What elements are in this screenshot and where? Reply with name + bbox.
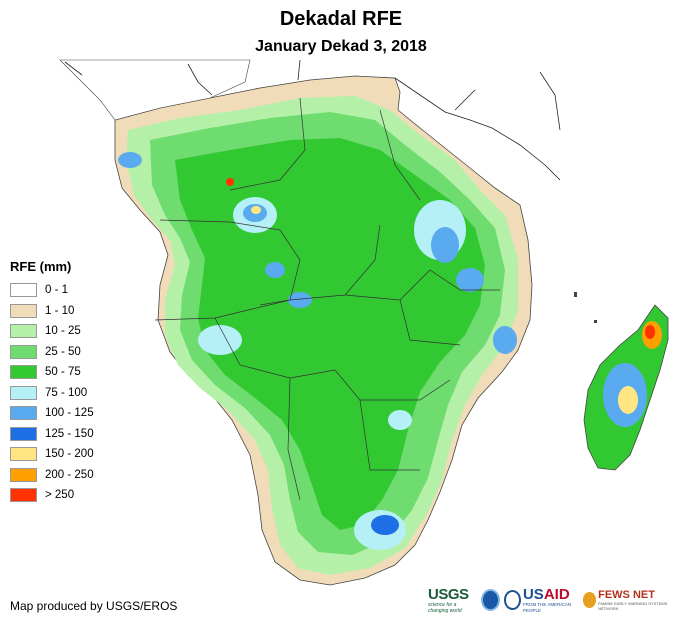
legend-title: RFE (mm) <box>10 259 72 274</box>
legend-item: 1 - 10 <box>10 301 94 322</box>
legend-item: 100 - 125 <box>10 403 94 424</box>
usaid-aid: AID <box>543 585 570 603</box>
legend-item: 200 - 250 <box>10 465 94 486</box>
fews-net-logo: FEWS NET FAMINE EARLY WARNING SYSTEMS NE… <box>582 589 674 611</box>
usaid-logo: USAID FROM THE AMERICAN PEOPLE <box>503 585 579 614</box>
legend-item: 75 - 100 <box>10 383 94 404</box>
rain-cell <box>118 152 142 168</box>
legend-swatch <box>10 406 37 421</box>
legend-label: 125 - 150 <box>45 427 94 440</box>
map-subtitle: January Dekad 3, 2018 <box>255 38 427 55</box>
legend-label: > 250 <box>45 489 75 502</box>
fews-tagline: FAMINE EARLY WARNING SYSTEMS NETWORK <box>598 601 668 611</box>
legend-label: 75 - 100 <box>45 386 88 399</box>
legend-swatch <box>10 467 37 482</box>
usaid-us: US <box>522 585 544 603</box>
map-credit: Map produced by USGS/EROS <box>10 599 178 613</box>
usaid-seal-icon <box>503 590 521 610</box>
legend-swatch <box>10 283 37 298</box>
island <box>594 320 597 323</box>
rain-cell <box>251 206 261 214</box>
rain-zone-heavy <box>175 138 485 530</box>
rain-cell <box>618 386 638 414</box>
rain-cell <box>431 227 459 263</box>
rain-cell <box>288 292 312 308</box>
legend-swatch <box>10 488 37 503</box>
legend: RFE (mm) 0 - 1 1 - 10 10 - 25 25 - 50 50 - 7… <box>10 259 94 506</box>
rain-cell <box>198 325 242 355</box>
north-border-lines <box>64 59 561 181</box>
legend-swatch <box>10 344 37 359</box>
rain-cell <box>493 326 517 354</box>
country-borders <box>154 97 500 501</box>
legend-swatch <box>10 303 37 318</box>
usaid-tagline: FROM THE AMERICAN PEOPLE <box>522 601 572 613</box>
legend-label: 0 - 1 <box>45 284 69 297</box>
legend-item: 25 - 50 <box>10 342 94 363</box>
legend-item: 125 - 150 <box>10 424 94 445</box>
legend-label: 150 - 200 <box>45 448 94 461</box>
legend-swatch <box>10 365 37 380</box>
legend-swatch <box>10 426 37 441</box>
logo-strip: USGS science for a changing world USAID … <box>428 585 674 615</box>
legend-item: 150 - 200 <box>10 444 94 465</box>
dry-region-north <box>59 59 251 121</box>
legend-label: 25 - 50 <box>45 345 81 358</box>
legend-swatch <box>10 447 37 462</box>
rain-cell <box>226 178 234 186</box>
usgs-logo: USGS science for a changing world <box>428 587 477 614</box>
fews-wordmark: FEWS NET <box>598 589 655 601</box>
legend-item: 10 - 25 <box>10 321 94 342</box>
legend-item: 0 - 1 <box>10 280 94 301</box>
rain-cell <box>265 262 285 278</box>
fews-icon <box>582 592 597 608</box>
legend-label: 100 - 125 <box>45 407 94 420</box>
legend-swatch <box>10 385 37 400</box>
legend-swatch <box>10 324 37 339</box>
legend-label: 10 - 25 <box>45 325 81 338</box>
map-title: Dekadal RFE <box>279 8 403 30</box>
legend-label: 200 - 250 <box>45 468 94 481</box>
island <box>574 292 577 297</box>
rain-cell <box>388 410 412 430</box>
noaa-logo <box>480 589 500 611</box>
legend-item: 50 - 75 <box>10 362 94 383</box>
legend-label: 50 - 75 <box>45 366 81 379</box>
rain-cell <box>456 268 484 292</box>
rain-cell <box>645 325 655 339</box>
legend-item: > 250 <box>10 485 94 506</box>
usgs-tagline: science for a changing world <box>428 601 462 614</box>
rain-cell <box>371 515 399 535</box>
legend-label: 1 - 10 <box>45 304 75 317</box>
usgs-wordmark: USGS <box>428 585 469 603</box>
